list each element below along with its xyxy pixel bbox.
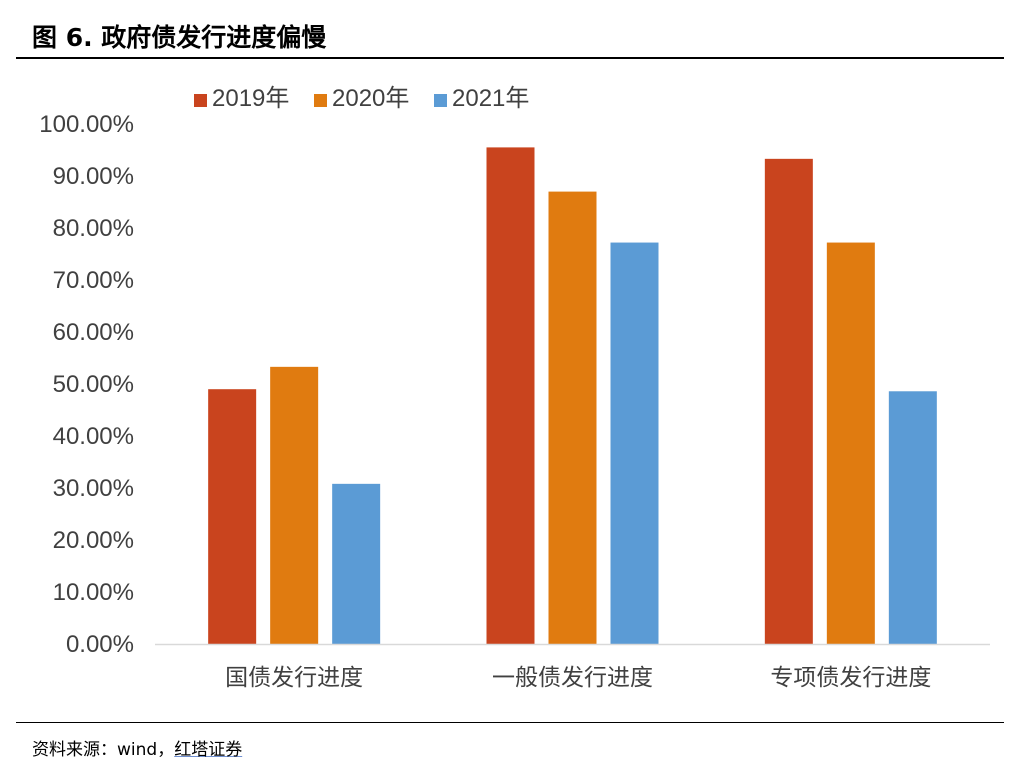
y-tick-label: 30.00% <box>53 475 134 502</box>
source-note: 资料来源：wind，红塔证券 <box>32 735 242 760</box>
legend-label: 2019年 <box>212 85 289 112</box>
bar <box>208 389 257 644</box>
chart-bars <box>208 147 937 644</box>
legend-label: 2020年 <box>332 85 409 112</box>
bar <box>486 147 535 644</box>
y-tick-label: 20.00% <box>53 527 134 554</box>
y-tick-label: 60.00% <box>53 319 134 346</box>
bar <box>270 366 319 644</box>
legend-swatch <box>434 94 447 107</box>
y-tick-label: 80.00% <box>53 215 134 242</box>
y-axis: 0.00% 10.00% 20.00% 30.00% 40.00% 50.00% 60.00… <box>39 111 134 658</box>
x-tick-label: 国债发行进度 <box>225 665 363 691</box>
y-tick-label: 40.00% <box>53 423 134 450</box>
legend-swatch <box>194 94 207 107</box>
footer-rule <box>16 722 1004 723</box>
y-tick-label: 70.00% <box>53 267 134 294</box>
figure-title: 图 6. 政府债发行进度偏慢 <box>32 23 327 52</box>
title-rule <box>16 57 1004 59</box>
y-tick-label: 100.00% <box>39 111 134 138</box>
source-prefix: 资料来源：wind， <box>32 740 175 760</box>
x-tick-label: 一般债发行进度 <box>492 665 653 691</box>
bar <box>888 391 937 644</box>
y-tick-label: 10.00% <box>53 579 134 606</box>
bar <box>548 191 597 644</box>
source-org: 红塔证券 <box>174 740 243 760</box>
x-axis: 国债发行进度 一般债发行进度 专项债发行进度 <box>155 643 990 691</box>
bar <box>764 158 813 644</box>
legend-label: 2021年 <box>452 85 529 112</box>
bar-chart: 2019年 2020年 2021年 0.00% 10.00% 20.00% 30.00% 4… <box>39 85 990 691</box>
y-tick-label: 50.00% <box>53 371 134 398</box>
bar <box>610 242 659 644</box>
bar <box>332 483 381 644</box>
y-tick-label: 0.00% <box>66 631 134 658</box>
bar <box>826 242 875 644</box>
legend-swatch <box>314 94 327 107</box>
chart-legend: 2019年 2020年 2021年 <box>194 85 529 112</box>
y-tick-label: 90.00% <box>53 163 134 190</box>
x-tick-label: 专项债发行进度 <box>770 665 931 691</box>
